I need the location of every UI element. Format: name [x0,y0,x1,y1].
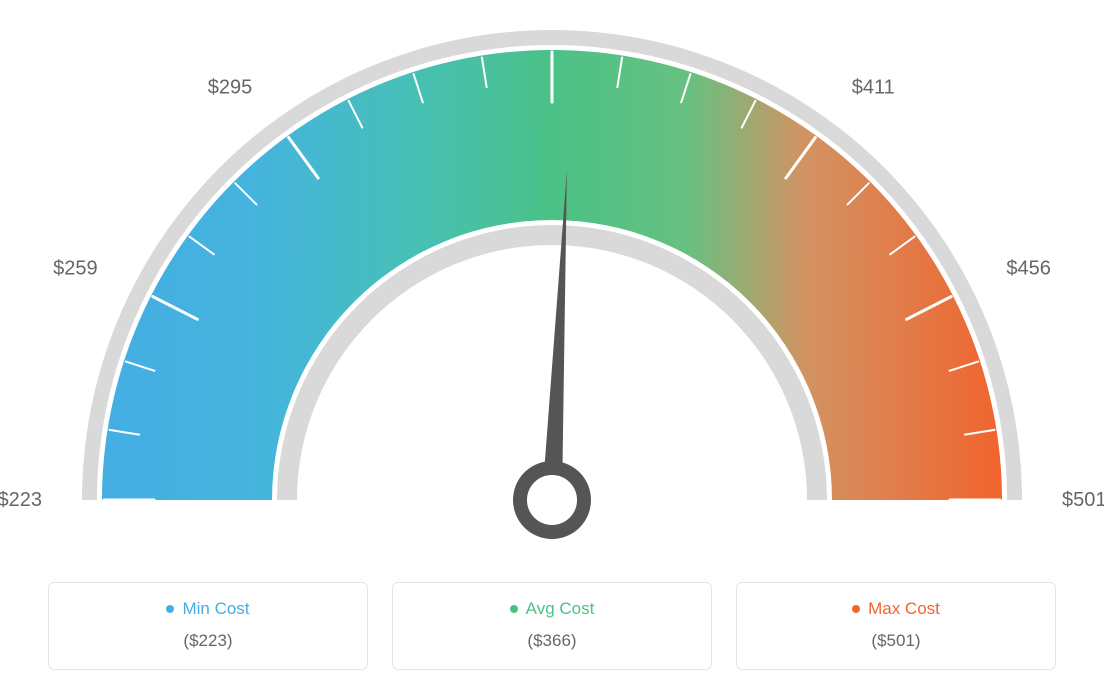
legend-value-avg: ($366) [403,631,701,651]
legend-label-min: Min Cost [182,599,249,619]
legend-row: Min Cost ($223) Avg Cost ($366) Max Cost… [0,582,1104,670]
legend-label-max: Max Cost [868,599,940,619]
legend-label-avg: Avg Cost [526,599,595,619]
legend-card-min: Min Cost ($223) [48,582,368,670]
svg-text:$456: $456 [1006,257,1051,279]
svg-text:$223: $223 [0,489,42,511]
cost-gauge-chart: $223 $259 $295 $366 $411 $456 $501 Min Cost ($… [0,0,1104,690]
legend-title-max: Max Cost [747,599,1045,619]
svg-text:$366: $366 [530,0,575,1]
svg-text:$501: $501 [1062,489,1104,511]
legend-dot-avg [510,605,518,613]
legend-title-min: Min Cost [59,599,357,619]
svg-text:$411: $411 [852,76,895,98]
legend-dot-max [852,605,860,613]
svg-text:$295: $295 [208,76,253,98]
legend-dot-min [166,605,174,613]
gauge-area: $223 $259 $295 $366 $411 $456 $501 [0,0,1104,560]
svg-text:$259: $259 [53,257,98,279]
legend-value-max: ($501) [747,631,1045,651]
legend-value-min: ($223) [59,631,357,651]
legend-card-max: Max Cost ($501) [736,582,1056,670]
legend-card-avg: Avg Cost ($366) [392,582,712,670]
legend-title-avg: Avg Cost [403,599,701,619]
gauge-svg: $223 $259 $295 $366 $411 $456 $501 [0,0,1104,560]
